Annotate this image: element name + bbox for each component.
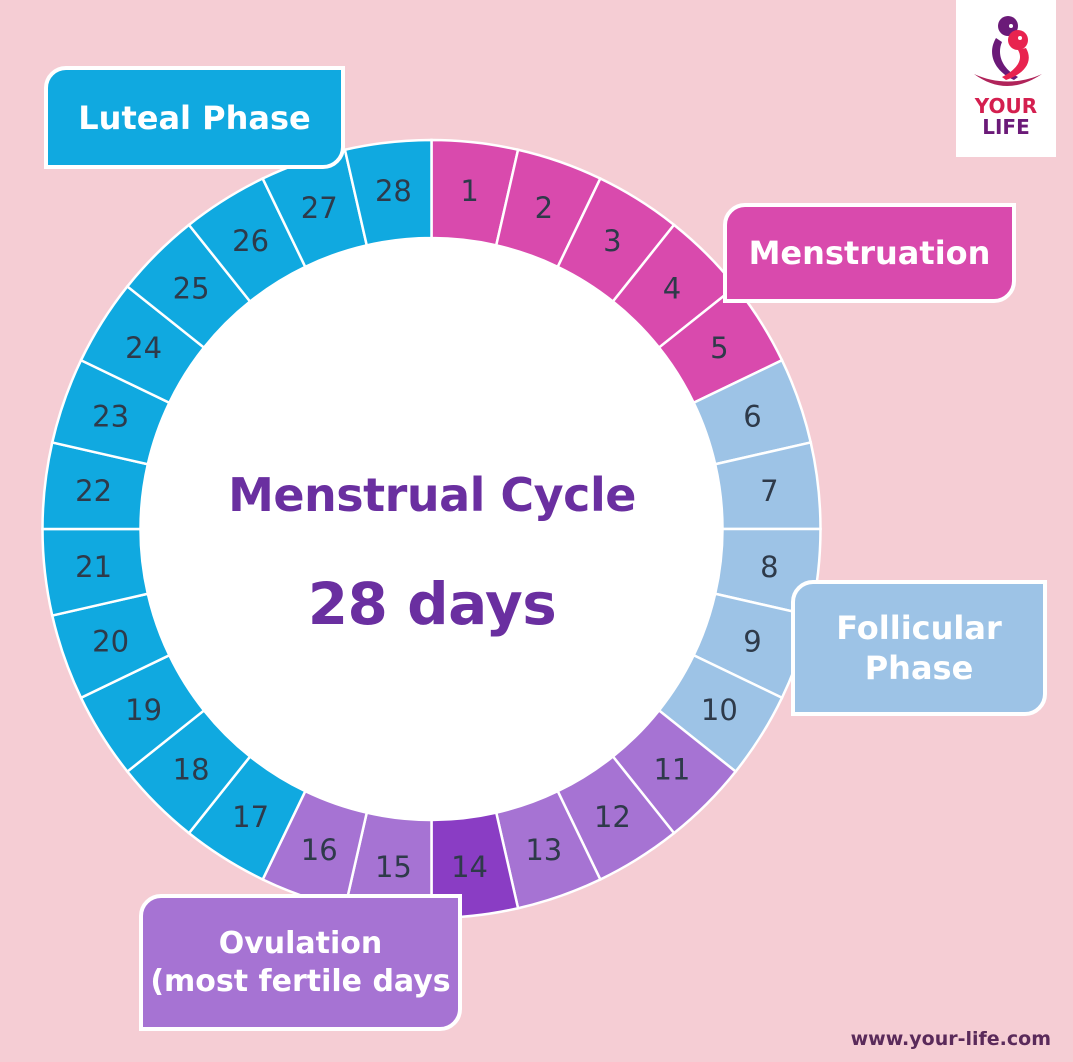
cycle-length: 28 days [307, 570, 557, 638]
logo-text-your: YOUR [974, 94, 1038, 118]
center-disc [140, 238, 723, 820]
follicular-text-line2: Phase [864, 649, 974, 687]
day-number: 7 [760, 474, 778, 508]
day-number: 15 [375, 850, 412, 884]
day-number: 27 [301, 191, 338, 225]
ovulation-text-line1: Ovulation [218, 926, 383, 961]
day-number: 20 [92, 624, 129, 658]
menstruation-label: Menstruation [723, 203, 1016, 303]
luteal-phase-label: Luteal Phase [44, 66, 345, 169]
day-number: 9 [743, 624, 761, 658]
day-number: 19 [125, 693, 162, 727]
diagram-title: Menstrual Cycle [228, 468, 636, 522]
day-number: 10 [701, 693, 738, 727]
day-number: 18 [173, 752, 210, 786]
ovulation-text-line2: (most fertile days [150, 963, 451, 999]
day-number: 4 [663, 272, 681, 306]
website-url: www.your-life.com [850, 1028, 1051, 1050]
day-number: 1 [460, 174, 478, 208]
brand-logo: YOUR LIFE [956, 0, 1056, 157]
day-number: 11 [653, 752, 690, 786]
luteal-phase-text: Luteal Phase [78, 98, 311, 137]
two-figures-embrace-icon [974, 16, 1042, 86]
day-number: 26 [232, 224, 269, 258]
day-number: 17 [232, 800, 269, 834]
logo-text-life: LIFE [982, 115, 1030, 139]
day-number: 21 [75, 550, 112, 584]
day-number: 23 [92, 400, 129, 434]
ovulation-label: Ovulation (most fertile days [139, 894, 462, 1031]
day-number: 5 [710, 331, 728, 365]
day-number: 3 [603, 224, 621, 258]
day-number: 8 [760, 550, 778, 584]
day-number: 2 [535, 191, 553, 225]
follicular-text-line1: Follicular [836, 609, 1002, 647]
day-number: 16 [301, 833, 338, 867]
day-number: 6 [743, 400, 761, 434]
day-number: 14 [451, 850, 488, 884]
day-number: 13 [525, 833, 562, 867]
day-number: 22 [75, 474, 112, 508]
day-number: 12 [594, 800, 631, 834]
menstruation-text: Menstruation [748, 234, 991, 272]
day-number: 28 [375, 174, 412, 208]
follicular-phase-label: Follicular Phase [791, 580, 1047, 716]
day-number: 24 [125, 331, 162, 365]
day-number: 25 [173, 272, 210, 306]
